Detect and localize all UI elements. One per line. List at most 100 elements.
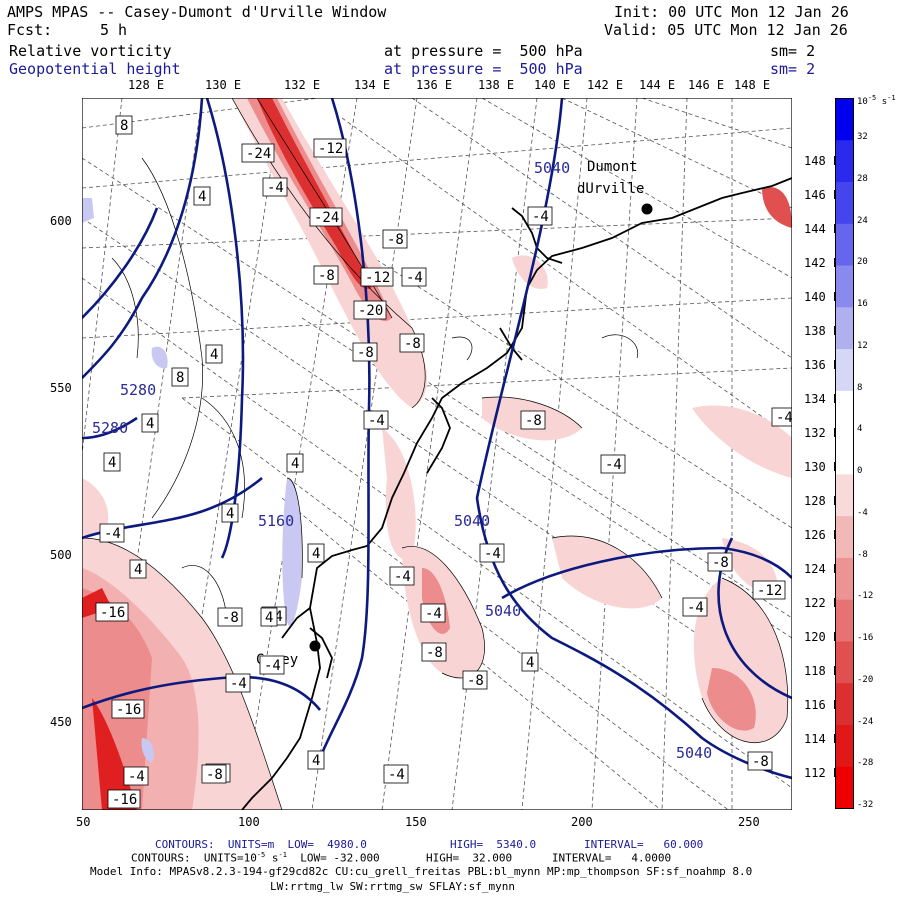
colorbar-label: 12: [857, 340, 868, 351]
vorticity-label-text: -4: [264, 658, 281, 674]
vorticity-label-text: -8: [318, 268, 335, 284]
vorticity-label: -16: [111, 699, 145, 719]
vorticity-label-box: [111, 699, 145, 719]
lon-label: 148 E: [734, 78, 771, 92]
vorticity-label: 4: [307, 750, 325, 770]
vorticity-label-text: -8: [387, 232, 404, 248]
graticule: [82, 98, 792, 810]
vorticity-label: 8: [115, 115, 133, 135]
vorticity-label-box: [201, 764, 227, 784]
x-axis-label: 100: [238, 815, 260, 829]
colorbar-cell: [835, 307, 854, 350]
vorticity-label-text: 4: [108, 455, 116, 471]
y-axis-label: 550: [50, 381, 72, 395]
x-axis-label: 200: [571, 815, 593, 829]
footer-vort-rest: LOW= -32.000 HIGH= 32.000 INTERVAL= 4.00…: [286, 851, 672, 865]
vorticity-label: 4: [193, 186, 211, 206]
vorticity-label-box: [141, 413, 159, 433]
colorbar-unit-base: 10: [857, 97, 868, 107]
vorticity-label-text: -16: [100, 605, 125, 621]
vorticity-label: -16: [107, 789, 141, 809]
vorticity-label-text: -4: [406, 270, 423, 286]
vorticity-label: -4: [389, 566, 415, 586]
vorticity-label: -8: [421, 642, 447, 662]
vorticity-label: -4: [682, 597, 708, 617]
vorticity-label: -8: [313, 265, 339, 285]
footer-radiation-info: LW:rrtmg_lw SW:rrtmg_sw SFLAY:sf_mynn: [270, 880, 516, 893]
vorticity-label-box: [520, 410, 546, 430]
vorticity-label: -12: [360, 267, 394, 287]
colorbar-cell: [835, 599, 854, 642]
field1-name: Relative vorticity: [9, 42, 172, 60]
vorticity-label-text: -8: [752, 754, 769, 770]
vorticity-label-box: [115, 115, 133, 135]
height-label: 5040: [534, 159, 570, 177]
footer-model-info: Model Info: MPASv8.2.3-194-gf29cd82c CU:…: [90, 865, 753, 878]
vorticity-label: -20: [353, 300, 387, 320]
vorticity-label-box: [313, 138, 347, 158]
vorticity-label: -4: [771, 407, 792, 427]
positive-vorticity-shading: [82, 198, 303, 763]
height-label: 5160: [258, 512, 294, 530]
colorbar: [835, 98, 854, 809]
vorticity-label: 4: [103, 452, 121, 472]
vorticity-label: -4: [401, 267, 427, 287]
vorticity-label-box: [401, 267, 427, 287]
colorbar-cell: [835, 98, 854, 141]
vorticity-label-box: [420, 603, 446, 623]
vorticity-label-box: [99, 523, 125, 543]
vorticity-labels: 8 -12 -24 -4 4 -24 -4 -8 -8 -12 -4 -20 -8 -8 4 8 4 4 -4 -8 4…: [95, 115, 792, 809]
colorbar-cell: [835, 140, 854, 183]
vorticity-label: -12: [752, 580, 786, 600]
vorticity-label: -4: [527, 206, 553, 226]
vorticity-label-text: -4: [605, 457, 622, 473]
vorticity-label: 8: [171, 367, 189, 387]
colorbar-cell: [835, 557, 854, 600]
vorticity-label-box: [479, 543, 505, 563]
vorticity-label-box: [682, 597, 708, 617]
lon-label: 128 E: [128, 78, 165, 92]
vorticity-label-box: [521, 652, 539, 672]
vorticity-label: -4: [225, 673, 251, 693]
vorticity-label-box: [123, 766, 149, 786]
vorticity-label: -4: [363, 410, 389, 430]
vorticity-label: 4: [521, 652, 539, 672]
colorbar-label: 20: [857, 257, 868, 268]
lon-label: 138 E: [478, 78, 515, 92]
colorbar-unit-s-exp: -1: [887, 94, 896, 102]
vorticity-label-box: [129, 559, 147, 579]
footer-height-high: HIGH= 5340.0: [450, 838, 537, 851]
vorticity-label-text: -4: [128, 769, 145, 785]
lon-label: 144 E: [639, 78, 676, 92]
dumont-durville-marker: [641, 203, 653, 215]
footer-height-contours: CONTOURS: UNITS=m LOW= 4980.0: [155, 838, 367, 851]
colorbar-cell: [835, 724, 854, 768]
lon-label: 132 E: [284, 78, 321, 92]
vorticity-label: 4: [141, 413, 159, 433]
vorticity-height-map: Dumont dUrville Casey 5040 5280 5280 516…: [82, 98, 792, 810]
vorticity-label-text: -20: [358, 303, 383, 319]
colorbar-label: -8: [857, 549, 868, 560]
colorbar-label: -24: [857, 716, 874, 727]
geopotential-contours: [82, 98, 792, 780]
height-label: 5280: [120, 381, 156, 399]
vorticity-label-text: -12: [757, 583, 782, 599]
colorbar-cell: [835, 766, 854, 809]
plot-title: AMPS MPAS -- Casey-Dumont d'Urville Wind…: [7, 3, 387, 21]
vorticity-label-box: [95, 602, 129, 622]
vorticity-label-text: 4: [134, 562, 142, 578]
vorticity-label-text: 4: [526, 655, 534, 671]
vorticity-label-text: -8: [222, 610, 239, 626]
colorbar-cell: [835, 641, 854, 684]
field1-smoothing: sm= 2: [770, 42, 816, 60]
colorbar-label: 4: [857, 424, 863, 435]
vorticity-label: -4: [262, 177, 288, 197]
vorticity-label: -8: [217, 607, 243, 627]
vorticity-label: 4: [286, 453, 304, 473]
place-label-durville: dUrville: [577, 181, 644, 197]
vorticity-label-text: 4: [312, 546, 320, 562]
vorticity-label-text: -8: [426, 645, 443, 661]
colorbar-label: 32: [857, 132, 868, 142]
vorticity-label: 4: [221, 503, 239, 523]
vorticity-label: -4: [420, 603, 446, 623]
